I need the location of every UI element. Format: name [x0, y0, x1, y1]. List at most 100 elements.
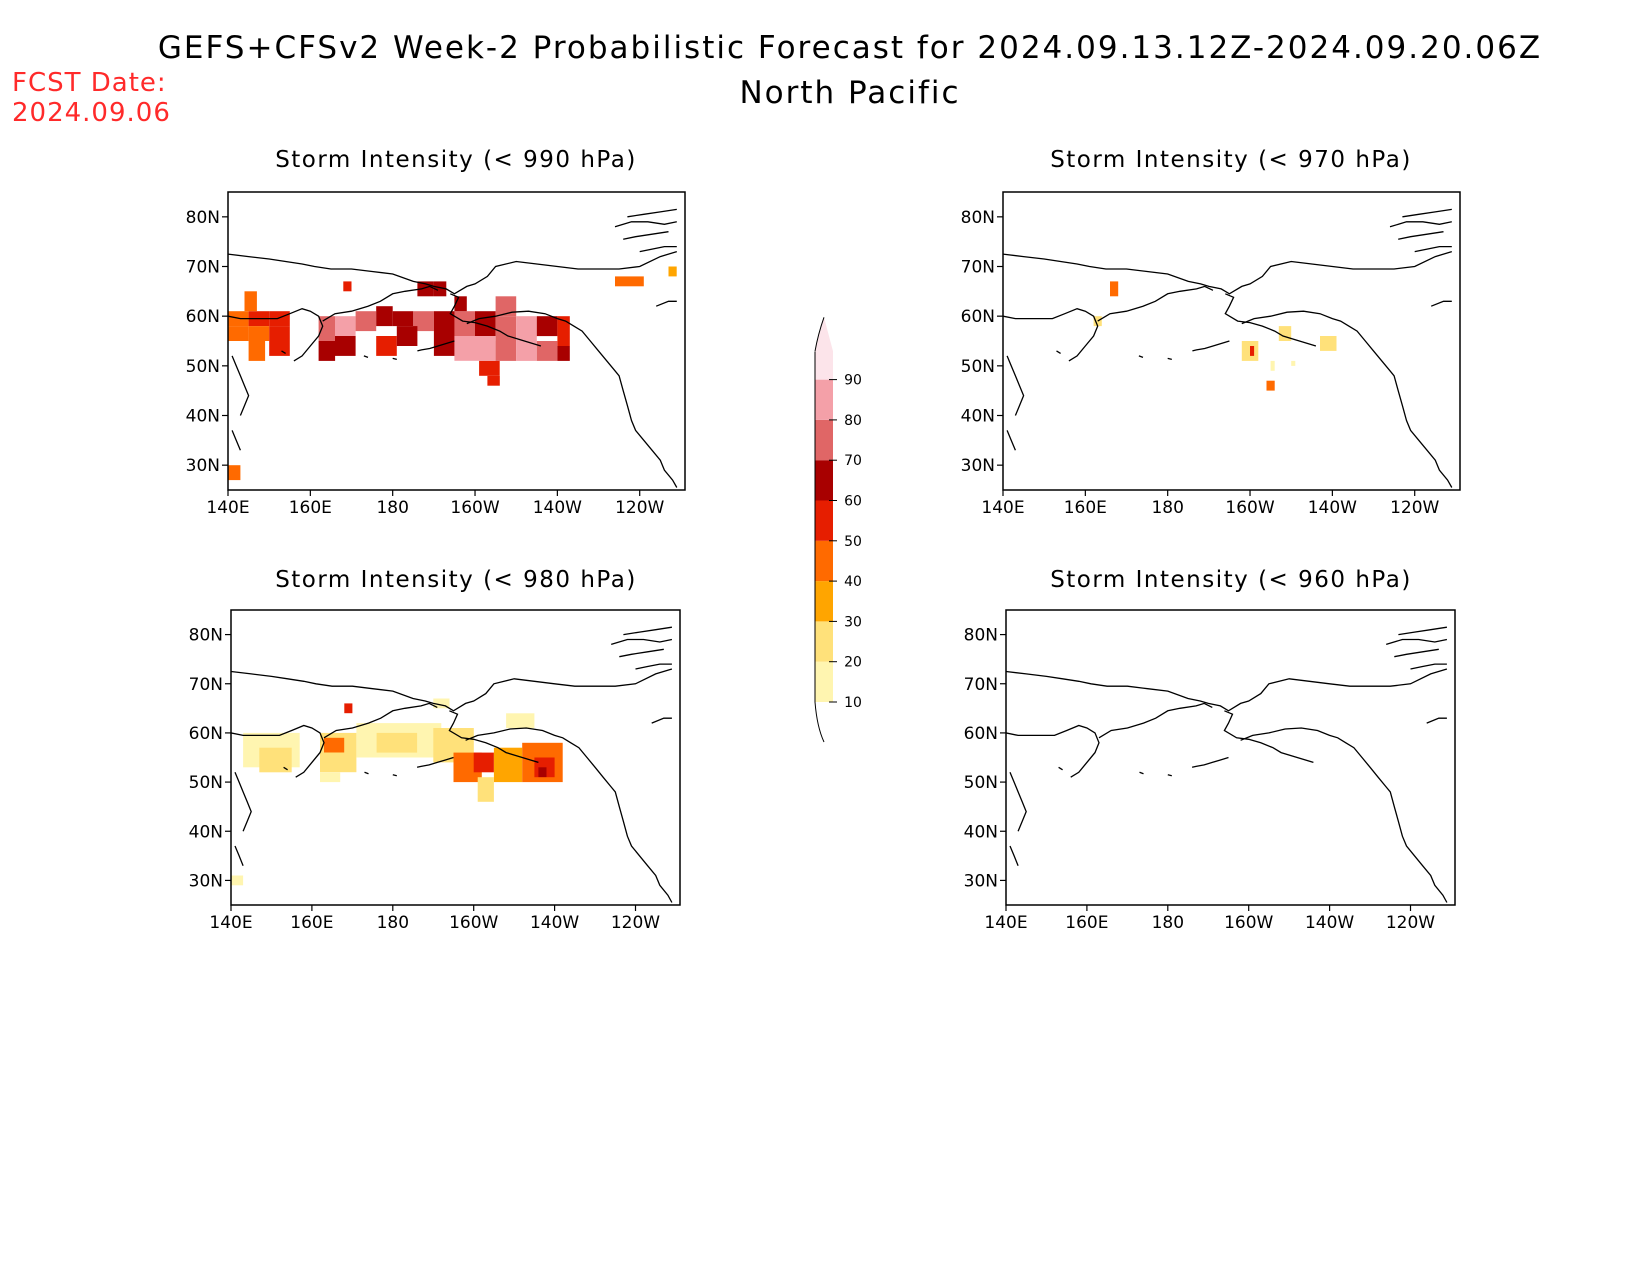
colorbar-swatch [815, 581, 833, 622]
prob-cell [557, 346, 570, 361]
prob-cell [1270, 360, 1275, 371]
prob-cell [1110, 281, 1119, 297]
lon-tick-label: 140W [530, 913, 579, 933]
colorbar-label: 50 [844, 534, 862, 550]
prob-cell [477, 777, 494, 802]
lon-tick-label: 160W [449, 913, 498, 933]
panel-title: Storm Intensity (< 960 hPa) [1050, 567, 1412, 593]
coastline [1223, 710, 1314, 764]
colorbar-swatch [815, 621, 833, 662]
lon-tick-label: 140E [984, 913, 1027, 933]
lat-tick-label: 80N [189, 626, 223, 646]
colorbar-swatch [815, 540, 833, 582]
prob-cell [433, 311, 455, 336]
panel-title: Storm Intensity (< 980 hPa) [275, 567, 637, 593]
prob-cell [536, 316, 558, 337]
coastline [1006, 430, 1016, 451]
coastline [623, 231, 669, 240]
prob-cell [231, 875, 244, 886]
colorbar-swatch [815, 500, 833, 541]
coastline [1097, 285, 1214, 322]
lon-tick-label: 180 [1151, 498, 1183, 518]
coastline [1192, 340, 1230, 352]
prob-cell [1320, 336, 1337, 351]
coastline [1224, 293, 1317, 347]
prob-cell [473, 752, 494, 773]
coastline [1414, 245, 1452, 253]
coastline [1430, 300, 1452, 307]
coastline [392, 357, 397, 361]
prob-cell [248, 326, 270, 341]
coastline [1167, 357, 1172, 361]
prob-cell [479, 360, 500, 376]
prob-cell [615, 276, 644, 287]
prob-cell [376, 306, 393, 327]
coastlines [1006, 626, 1448, 903]
lat-tick-label: 50N [189, 773, 223, 793]
lon-tick-label: 160W [450, 498, 499, 518]
lon-tick-label: 120W [1386, 913, 1435, 933]
coastline [234, 845, 244, 866]
prob-cell [454, 336, 475, 361]
prob-cell [433, 336, 455, 356]
coastline [1003, 308, 1099, 362]
coastline [417, 340, 455, 352]
colorbar-label: 80 [844, 413, 862, 429]
lat-tick-label: 40N [964, 822, 998, 842]
prob-cell [269, 326, 290, 356]
coastline [1056, 350, 1061, 354]
coastline [611, 638, 673, 646]
lon-tick-label: 180 [376, 498, 408, 518]
coastline [1167, 774, 1172, 777]
prob-cell [413, 311, 434, 332]
prob-cell [244, 291, 257, 312]
lat-tick-label: 30N [964, 871, 998, 891]
coastline [392, 774, 397, 777]
prob-cell [506, 713, 535, 729]
prob-cell [1278, 326, 1292, 341]
lat-tick-label: 50N [964, 773, 998, 793]
lon-tick-label: 180 [1152, 913, 1184, 933]
lat-tick-label: 30N [186, 456, 220, 476]
coastline [627, 208, 677, 218]
colorbar-label: 90 [844, 373, 862, 389]
coastline [231, 724, 325, 778]
coastline [1191, 756, 1229, 768]
colorbar-swatch [815, 460, 833, 501]
prob-cell [433, 281, 447, 297]
colorbar-label: 10 [844, 695, 862, 711]
coastline [1138, 355, 1144, 359]
lat-tick-label: 70N [961, 258, 995, 278]
coastlines [228, 208, 678, 488]
coastline [1410, 663, 1447, 670]
prob-cell [495, 341, 517, 361]
coastline [281, 350, 286, 354]
coastline [1009, 772, 1027, 832]
lon-tick-label: 160W [1225, 498, 1274, 518]
prob-cell [228, 465, 241, 481]
prob-cell [376, 336, 397, 356]
lat-tick-label: 60N [961, 307, 995, 327]
coastline [1098, 702, 1213, 739]
coastline [1240, 727, 1448, 903]
prob-cell [228, 326, 249, 341]
coastline [1241, 310, 1453, 488]
lon-tick-label: 160E [289, 498, 332, 518]
prob-cell [487, 375, 500, 386]
colorbar-top-cap [814, 317, 825, 352]
lon-tick-label: 140E [981, 498, 1024, 518]
lat-tick-label: 60N [186, 307, 220, 327]
coastline [228, 250, 677, 295]
panel-p970: Storm Intensity (< 970 hPa) 30N 40N 50N 60N 7… [961, 147, 1461, 518]
lon-tick-label: 160E [290, 913, 333, 933]
coastline [323, 702, 438, 739]
lat-tick-label: 40N [961, 407, 995, 427]
lat-tick-label: 40N [189, 822, 223, 842]
colorbar-swatch [815, 379, 833, 420]
coastline [416, 756, 454, 768]
probability-shading [228, 266, 677, 481]
prob-cell [433, 698, 450, 709]
lat-tick-label: 30N [189, 871, 223, 891]
prob-cell [396, 326, 418, 346]
coastline [448, 710, 539, 764]
